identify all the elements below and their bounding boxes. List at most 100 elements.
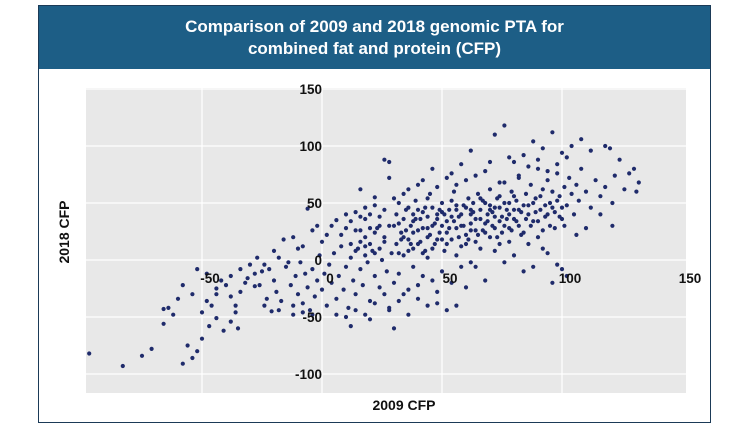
data-point xyxy=(552,226,557,231)
data-point xyxy=(459,162,464,167)
data-point xyxy=(363,205,368,210)
data-point xyxy=(252,271,257,276)
y-tick-label: -50 xyxy=(302,310,322,325)
data-point xyxy=(514,198,519,203)
data-point xyxy=(559,267,565,272)
data-point xyxy=(540,228,545,233)
data-point xyxy=(437,230,442,235)
data-point xyxy=(555,262,560,267)
data-point xyxy=(401,253,406,258)
data-point xyxy=(324,232,329,237)
data-point xyxy=(238,267,243,272)
data-point xyxy=(423,205,428,210)
data-point xyxy=(543,203,548,208)
data-point xyxy=(406,312,411,317)
data-point xyxy=(394,212,399,217)
data-point xyxy=(574,182,579,187)
data-point xyxy=(391,223,397,228)
data-point xyxy=(171,312,176,317)
data-point xyxy=(468,207,473,212)
data-point xyxy=(420,178,425,183)
data-point xyxy=(473,216,478,222)
data-point xyxy=(507,200,512,206)
data-point xyxy=(339,244,344,249)
data-point xyxy=(166,305,171,310)
data-point xyxy=(247,262,253,267)
data-point xyxy=(516,175,521,180)
data-point xyxy=(315,278,320,283)
data-point xyxy=(444,230,449,235)
data-point xyxy=(334,218,339,223)
data-point xyxy=(576,198,581,203)
data-point xyxy=(329,280,334,285)
x-tick-label: -50 xyxy=(200,271,220,286)
data-point xyxy=(276,255,281,260)
data-point xyxy=(276,308,281,313)
data-point xyxy=(274,289,279,294)
data-point xyxy=(262,262,267,267)
data-point xyxy=(415,207,421,212)
data-point xyxy=(499,230,505,235)
data-point xyxy=(430,246,435,251)
data-point xyxy=(365,260,370,265)
data-point xyxy=(444,219,449,224)
data-point xyxy=(612,173,617,178)
data-point xyxy=(531,219,536,224)
data-point xyxy=(531,139,536,144)
data-point xyxy=(528,182,533,187)
data-point xyxy=(339,232,344,237)
data-point xyxy=(228,294,233,299)
data-point xyxy=(449,198,454,203)
data-point xyxy=(363,216,368,222)
data-point xyxy=(343,264,349,269)
data-point xyxy=(471,200,476,206)
y-tick-label: 150 xyxy=(299,82,322,97)
data-point xyxy=(363,312,368,317)
data-point xyxy=(372,301,377,306)
data-point xyxy=(473,228,478,233)
x-tick-label: 150 xyxy=(679,271,702,286)
data-point xyxy=(547,200,553,206)
data-point xyxy=(221,328,226,333)
data-point xyxy=(411,264,416,269)
data-point xyxy=(423,248,428,253)
x-tick-label: 0 xyxy=(326,271,334,286)
data-point xyxy=(603,143,608,149)
data-point xyxy=(175,296,181,301)
data-point xyxy=(204,298,209,304)
data-point xyxy=(535,157,541,162)
data-point xyxy=(305,206,310,211)
data-point xyxy=(555,162,560,167)
data-point xyxy=(497,180,502,185)
data-point xyxy=(387,175,392,180)
data-point xyxy=(161,321,166,326)
data-point xyxy=(353,210,358,215)
data-point xyxy=(425,214,430,219)
data-point xyxy=(382,239,387,244)
data-point xyxy=(559,150,565,155)
data-point xyxy=(531,264,536,269)
data-point xyxy=(139,353,145,358)
data-point xyxy=(435,237,440,242)
data-point xyxy=(516,223,521,228)
data-point xyxy=(430,205,435,210)
data-point xyxy=(334,296,339,301)
data-point xyxy=(449,237,454,242)
data-point xyxy=(382,207,387,212)
data-point xyxy=(271,248,277,253)
data-point xyxy=(300,301,305,306)
data-point xyxy=(463,205,469,210)
data-point xyxy=(391,280,397,285)
data-point xyxy=(295,292,301,297)
data-point xyxy=(351,278,356,283)
data-point xyxy=(564,273,569,279)
data-point xyxy=(257,283,262,288)
data-point xyxy=(538,194,543,199)
data-point xyxy=(255,255,260,260)
data-point xyxy=(598,194,603,199)
data-point xyxy=(233,310,238,315)
data-point xyxy=(288,283,293,288)
data-point xyxy=(264,296,269,301)
data-point xyxy=(372,273,377,279)
data-point xyxy=(550,205,555,210)
